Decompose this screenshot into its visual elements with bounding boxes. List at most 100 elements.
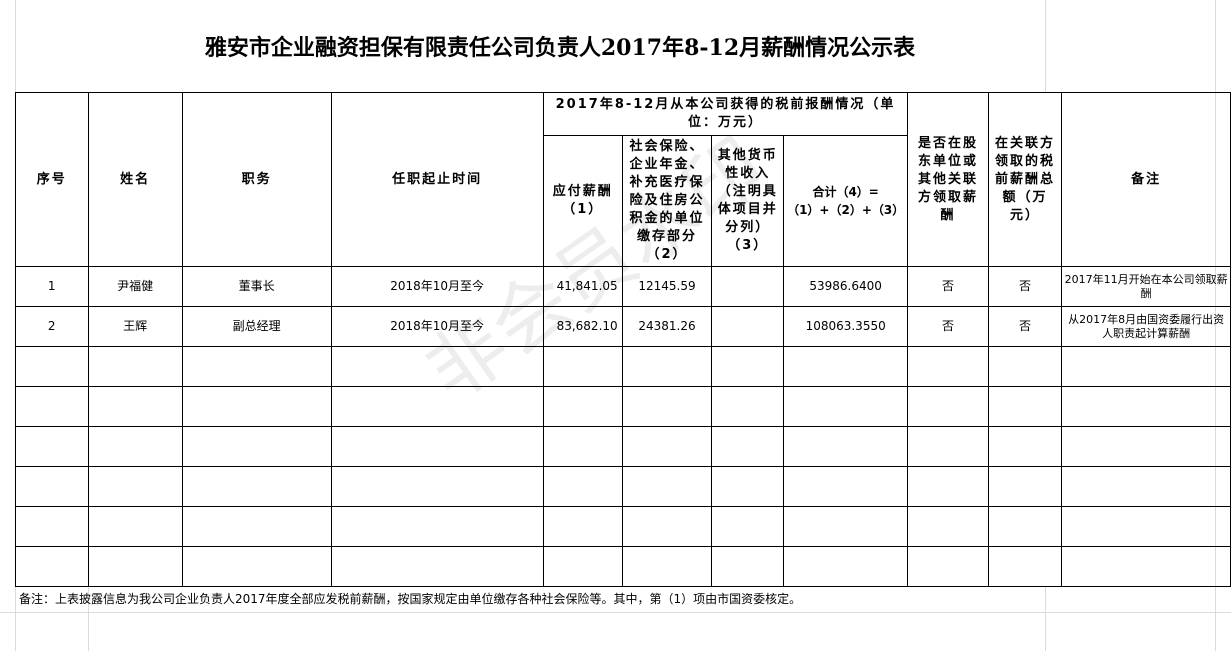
cell-position: 副总经理: [181, 306, 332, 347]
cell-shareholder: 否: [907, 266, 989, 307]
empty-cell: [783, 546, 909, 587]
cell-position: 董事长: [181, 266, 332, 307]
empty-cell: [987, 426, 1063, 467]
empty-cell: [330, 426, 544, 467]
empty-cell: [783, 386, 909, 427]
empty-cell: [1061, 426, 1231, 467]
empty-cell: [87, 546, 183, 587]
empty-row: [15, 466, 1231, 507]
gridline: [1045, 0, 1046, 92]
empty-row: [15, 346, 1231, 387]
empty-cell: [330, 546, 544, 587]
empty-cell: [542, 426, 623, 467]
empty-cell: [621, 426, 713, 467]
cell-related: 否: [987, 306, 1063, 347]
empty-cell: [987, 506, 1063, 547]
empty-cell: [87, 426, 183, 467]
empty-cell: [15, 386, 89, 427]
cell-related: 否: [987, 266, 1063, 307]
cell-c2: 12145.59: [621, 266, 713, 307]
cell-c3: [711, 266, 785, 307]
cell-c4: 108063.3550: [783, 306, 909, 347]
empty-cell: [15, 466, 89, 507]
empty-cell: [87, 386, 183, 427]
salary-table: 序号 姓名 职务 任职起止时间 2017年8-12月从本公司获得的税前报酬情况（…: [15, 92, 1231, 587]
page-title: 雅安市企业融资担保有限责任公司负责人2017年8-12月薪酬情况公示表: [204, 35, 916, 61]
empty-cell: [621, 546, 713, 587]
empty-cell: [783, 346, 909, 387]
empty-cell: [542, 506, 623, 547]
table-row: 2 王辉 副总经理 2018年10月至今 83,682.10 24381.26 …: [15, 306, 1231, 347]
gridline: [1045, 586, 1046, 651]
empty-cell: [621, 386, 713, 427]
empty-cell: [87, 346, 183, 387]
empty-cell: [711, 386, 785, 427]
empty-cell: [907, 346, 989, 387]
empty-cell: [1061, 546, 1231, 587]
cell-c1: 83,682.10: [542, 306, 623, 347]
cell-seq: 1: [15, 266, 89, 307]
table-row: 1 尹福健 董事长 2018年10月至今 41,841.05 12145.59 …: [15, 266, 1231, 307]
empty-cell: [987, 386, 1063, 427]
empty-cell: [711, 506, 785, 547]
empty-cell: [907, 546, 989, 587]
empty-cell: [783, 426, 909, 467]
empty-cell: [907, 426, 989, 467]
empty-cell: [181, 506, 332, 547]
header-position: 职务: [181, 92, 332, 267]
header-name: 姓名: [87, 92, 183, 267]
cell-seq: 2: [15, 306, 89, 347]
empty-cell: [1061, 386, 1231, 427]
header-c4: 合计（4）=（1）+（2）+（3）: [783, 135, 909, 267]
cell-c2: 24381.26: [621, 306, 713, 347]
cell-remark: 2017年11月开始在本公司领取薪酬: [1061, 266, 1231, 307]
header-shareholder: 是否在股东单位或其他关联方领取薪酬: [907, 92, 989, 267]
header-seq: 序号: [15, 92, 89, 267]
empty-cell: [330, 346, 544, 387]
gridline: [0, 612, 1231, 613]
empty-row: [15, 386, 1231, 427]
empty-cell: [987, 546, 1063, 587]
empty-cell: [711, 546, 785, 587]
empty-cell: [330, 506, 544, 547]
empty-cell: [711, 346, 785, 387]
empty-cell: [907, 386, 989, 427]
empty-cell: [987, 466, 1063, 507]
empty-cell: [907, 506, 989, 547]
empty-cell: [181, 346, 332, 387]
empty-cell: [181, 386, 332, 427]
empty-cell: [1061, 346, 1231, 387]
empty-cell: [987, 346, 1063, 387]
empty-cell: [542, 546, 623, 587]
empty-row: [15, 546, 1231, 587]
empty-cell: [783, 506, 909, 547]
empty-cell: [711, 426, 785, 467]
empty-cell: [711, 466, 785, 507]
header-group: 2017年8-12月从本公司获得的税前报酬情况（单位：万元）: [542, 92, 909, 136]
empty-cell: [907, 466, 989, 507]
header-term: 任职起止时间: [330, 92, 544, 267]
empty-cell: [1061, 506, 1231, 547]
gridline: [88, 586, 89, 651]
cell-shareholder: 否: [907, 306, 989, 347]
header-c1: 应付薪酬（1）: [542, 135, 623, 267]
empty-cell: [542, 346, 623, 387]
empty-cell: [181, 466, 332, 507]
empty-cell: [87, 506, 183, 547]
empty-cell: [542, 466, 623, 507]
cell-name: 王辉: [87, 306, 183, 347]
empty-cell: [621, 506, 713, 547]
cell-name: 尹福健: [87, 266, 183, 307]
empty-cell: [181, 546, 332, 587]
cell-c3: [711, 306, 785, 347]
cell-term: 2018年10月至今: [330, 266, 544, 307]
empty-cell: [87, 466, 183, 507]
empty-cell: [15, 346, 89, 387]
empty-cell: [542, 386, 623, 427]
empty-cell: [15, 546, 89, 587]
header-related: 在关联方领取的税前薪酬总额（万元）: [987, 92, 1063, 267]
footnote: 备注：上表披露信息为我公司企业负责人2017年度全部应发税前薪酬，按国家规定由单…: [19, 592, 802, 606]
cell-c1: 41,841.05: [542, 266, 623, 307]
empty-row: [15, 426, 1231, 467]
empty-cell: [1061, 466, 1231, 507]
